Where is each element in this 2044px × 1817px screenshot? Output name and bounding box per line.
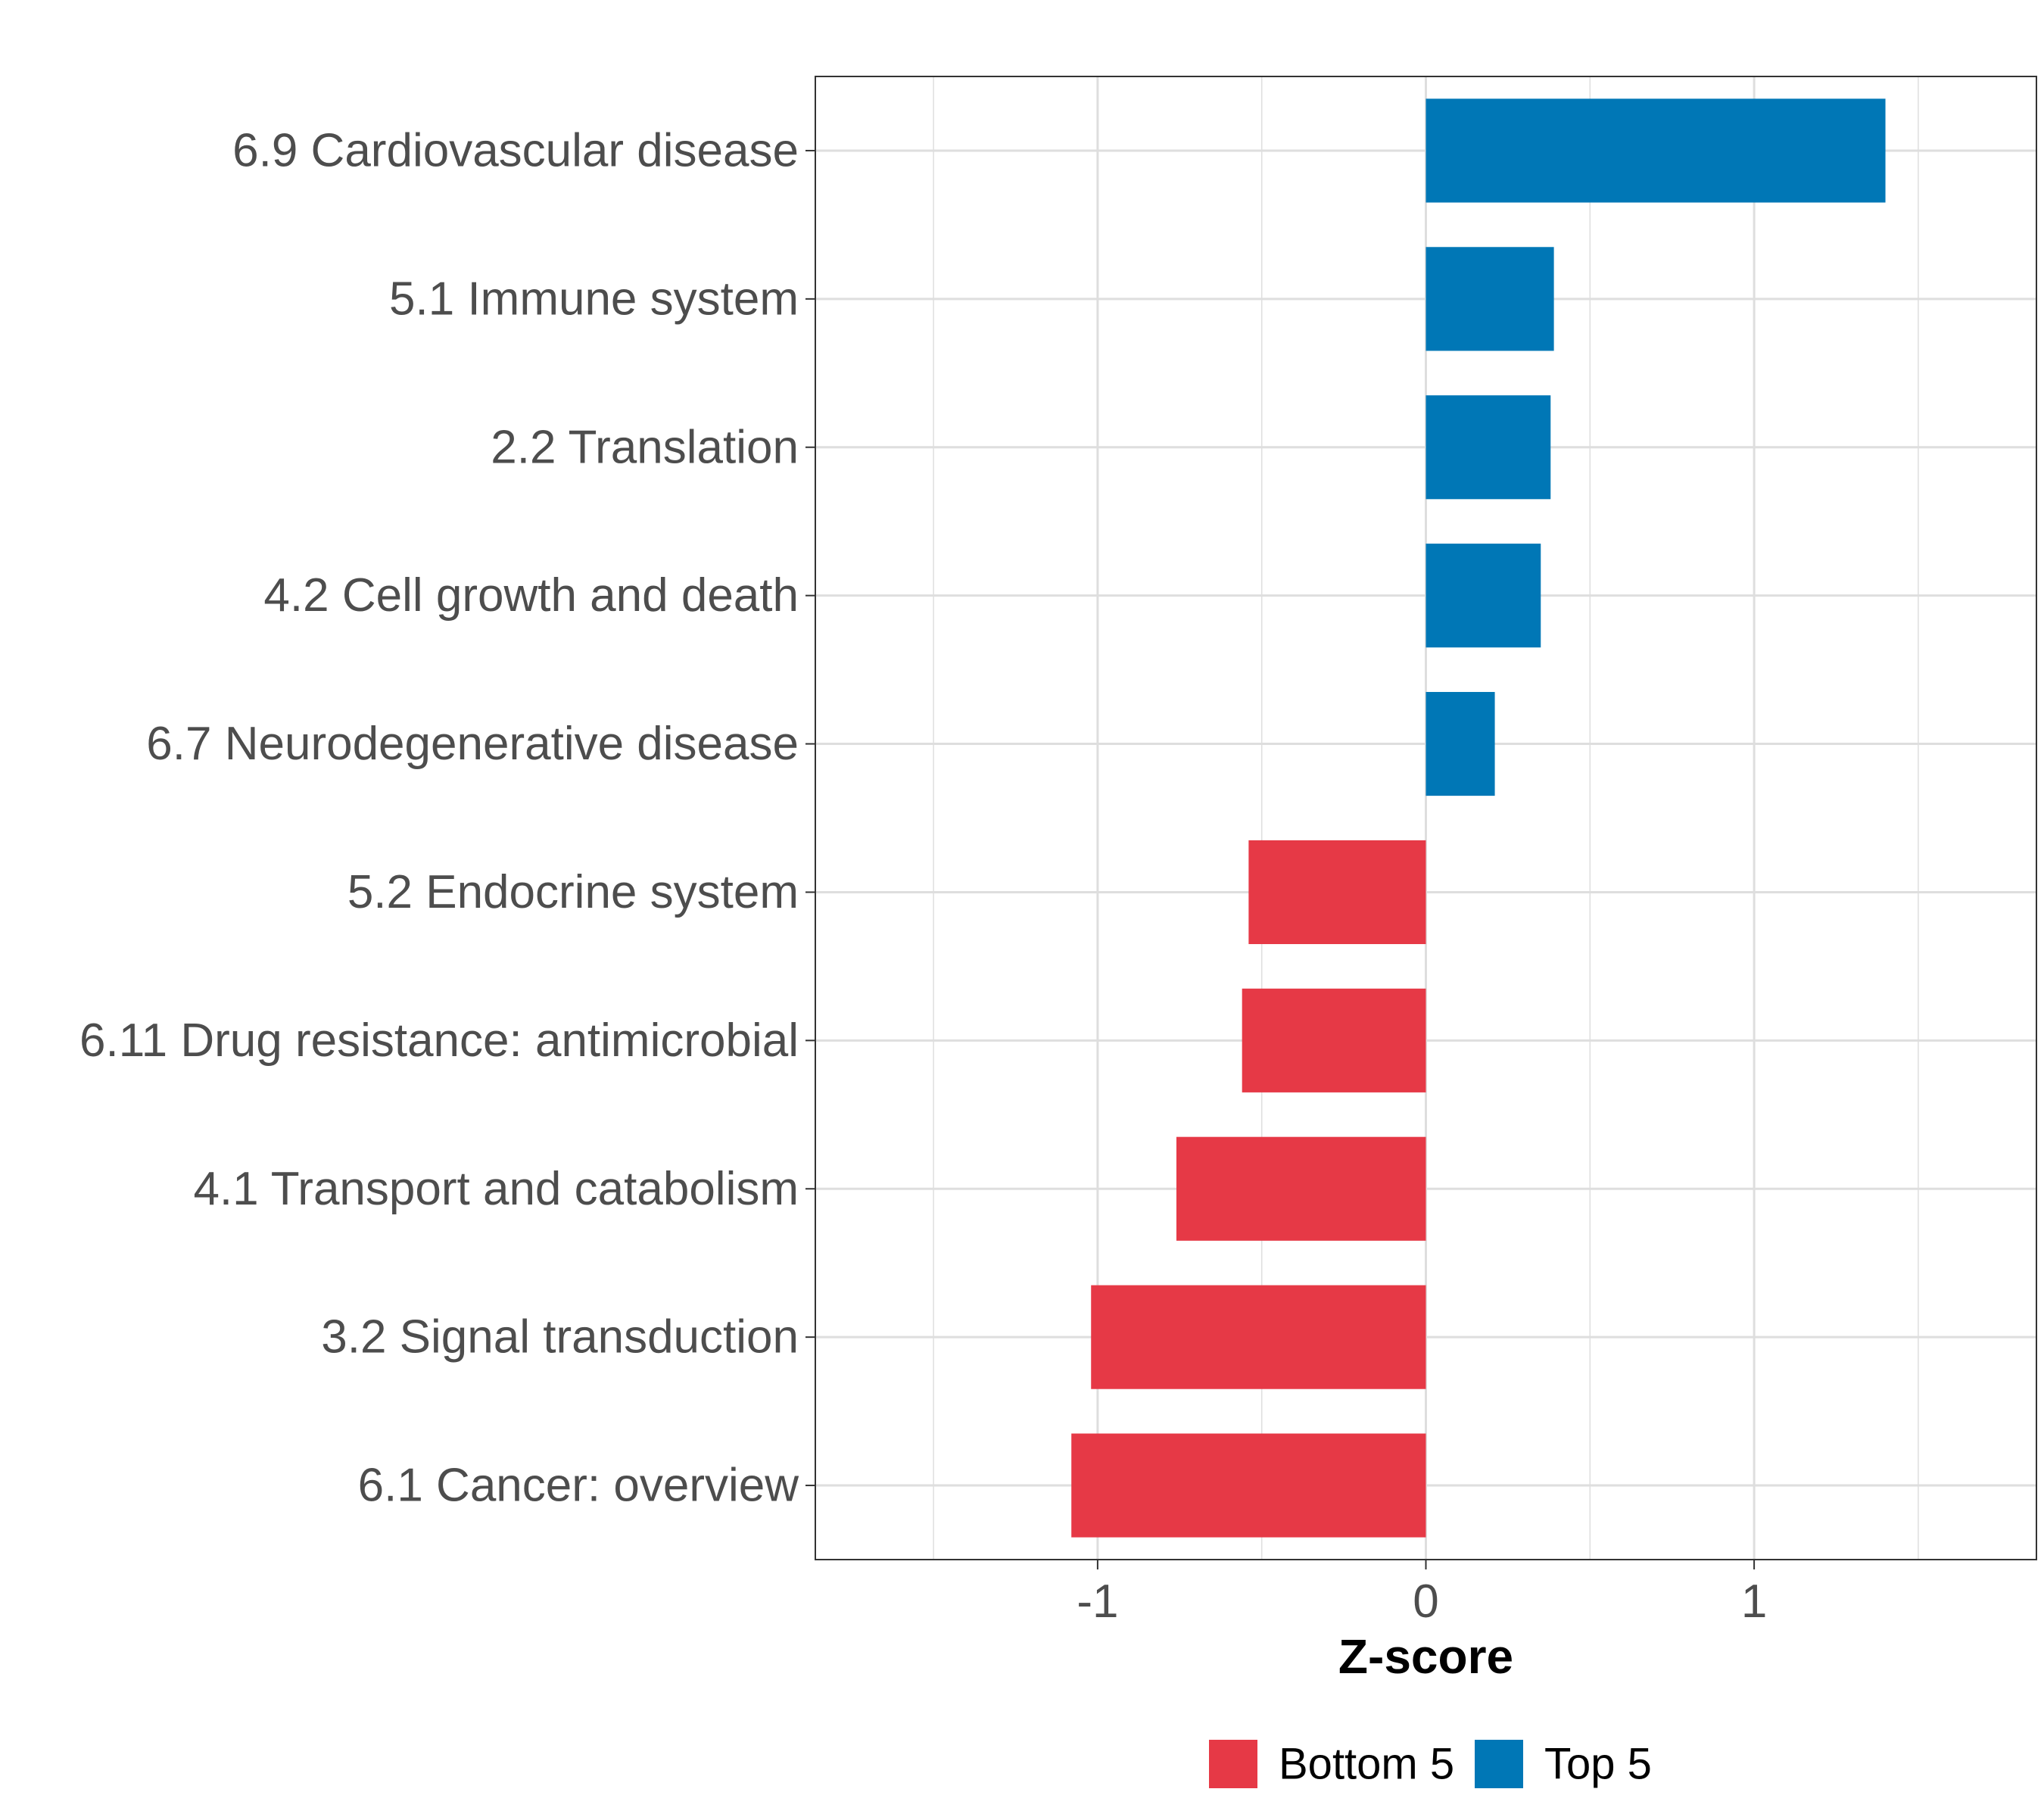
y-tick-label: 6.7 Neurodegenerative disease [146, 718, 799, 770]
bar [1091, 1285, 1426, 1389]
x-tick-label: 1 [1741, 1575, 1767, 1628]
bar [1071, 1433, 1426, 1538]
bar [1242, 988, 1426, 1092]
x-tick-label: -1 [1077, 1575, 1118, 1628]
legend-swatch [1475, 1740, 1523, 1788]
x-axis-title: Z-score [1338, 1629, 1513, 1684]
legend: Bottom 5 Top 5 [1209, 1740, 1652, 1789]
y-tick-label: 4.1 Transport and catabolism [193, 1163, 799, 1215]
y-tick-label: 6.11 Drug resistance: antimicrobial [79, 1014, 799, 1067]
bar [1176, 1136, 1426, 1241]
y-tick-label: 4.2 Cell growth and death [263, 569, 799, 622]
legend-label: Top 5 [1544, 1740, 1652, 1789]
bar [1426, 691, 1495, 796]
y-tick-label: 6.9 Cardiovascular disease [232, 124, 799, 176]
x-axis: -1 0 1 [1077, 1560, 1767, 1628]
y-axis: 6.9 Cardiovascular disease 5.1 Immune sys… [79, 124, 815, 1512]
bar [1426, 98, 1886, 203]
y-tick-label: 3.2 Signal transduction [321, 1311, 799, 1364]
y-tick-label: 2.2 Translation [491, 421, 799, 473]
bar [1426, 395, 1551, 500]
x-tick-label: 0 [1413, 1575, 1438, 1628]
bar [1248, 840, 1426, 945]
legend-label: Bottom 5 [1279, 1740, 1454, 1789]
bar [1426, 247, 1554, 351]
bar [1426, 544, 1541, 648]
y-tick-label: 5.2 Endocrine system [347, 866, 799, 918]
legend-swatch [1209, 1740, 1257, 1788]
bars [1071, 98, 1886, 1538]
y-tick-label: 5.1 Immune system [389, 273, 799, 325]
y-tick-label: 6.1 Cancer: overview [358, 1460, 799, 1512]
